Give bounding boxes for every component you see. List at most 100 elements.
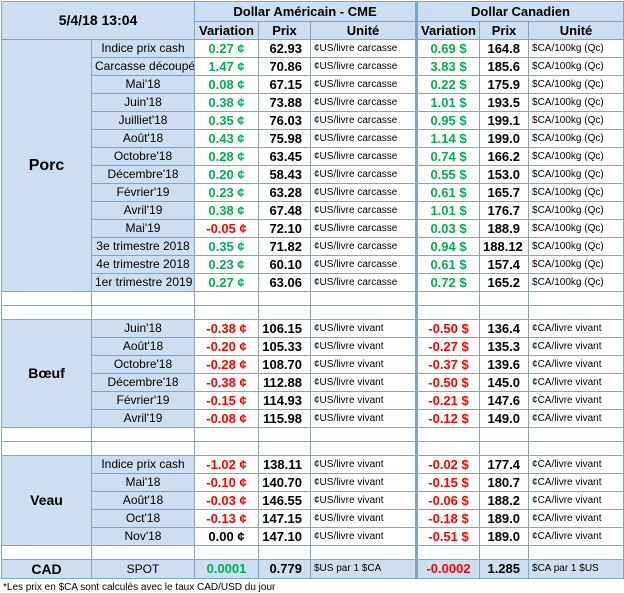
usd-unit: ¢US/livre carcasse: [309, 75, 419, 94]
cad-unit: ¢CA/livre vivant: [528, 337, 624, 356]
spacer-cell: [1, 291, 92, 306]
cad-unit: $CA/100kg (Qc): [528, 111, 624, 130]
spacer-cell: [258, 305, 311, 320]
cad-price: 185.6: [479, 57, 530, 76]
row-label: Octobre'18: [91, 355, 195, 374]
table-row: Bœuf Juin'18 -0.38 ¢ 106.15 ¢US/livre vivant…: [1, 319, 624, 428]
table-row: Février'19 0.23 ¢ 63.28 ¢US/livre carcasse 0…: [2, 183, 624, 202]
usd-price: 108.70: [258, 355, 311, 374]
usd-variation-header: Variation: [194, 21, 259, 40]
table-row: Carcasse découpée 1.47 ¢ 70.86 ¢US/livre ca…: [2, 57, 624, 76]
cad-price: 199.1: [479, 111, 530, 130]
spacer-cell: [258, 291, 311, 306]
row-label: Mai'18: [91, 473, 195, 492]
spacer-cell: [528, 545, 624, 560]
cad-unit: $CA/100kg (Qc): [528, 219, 624, 238]
usd-variation: 0.20 ¢: [194, 165, 259, 184]
row-label: Mai'18: [91, 75, 195, 94]
row-label: Juin'18: [91, 319, 195, 338]
spacer-cell: [258, 441, 311, 456]
cad-unit-header: Unité: [528, 21, 624, 40]
cad-variation: -0.50 $: [416, 373, 481, 392]
usd-variation: -0.38 ¢: [194, 319, 259, 338]
usd-unit: ¢US/livre vivant: [309, 455, 419, 474]
cad-variation: 0.03 $: [416, 219, 481, 238]
spacer-cell: [416, 441, 481, 456]
usd-variation: 0.00 ¢: [194, 527, 259, 546]
cad-unit: ¢CA/livre vivant: [528, 509, 624, 528]
table-row: Octobre'18 -0.28 ¢ 108.70 ¢US/livre vivant -…: [2, 355, 624, 374]
section-spacer: [1, 441, 624, 456]
usd-price: 147.10: [258, 527, 311, 546]
usd-price: 105.33: [258, 337, 311, 356]
row-label: Octobre'18: [91, 147, 195, 166]
spacer-cell: [258, 427, 311, 442]
usd-unit: ¢US/livre vivant: [309, 491, 419, 510]
cad-unit: ¢CA/livre vivant: [528, 527, 624, 546]
usd-unit: ¢US/livre vivant: [309, 355, 419, 374]
cad-price: 145.0: [479, 373, 530, 392]
cad-variation: -0.15 $: [416, 473, 481, 492]
row-label: Février'19: [91, 183, 195, 202]
cad-variation: -0.21 $: [416, 391, 481, 410]
usd-unit: ¢US/livre carcasse: [309, 93, 419, 112]
usd-variation: 0.35 ¢: [194, 111, 259, 130]
row-label: Juilliet'18: [91, 111, 195, 130]
spacer-cell: [194, 427, 259, 442]
spacer-cell: [416, 545, 481, 560]
usd-variation: -0.38 ¢: [194, 373, 259, 392]
table-row: Mai'18 -0.10 ¢ 140.70 ¢US/livre vivant -0.15…: [2, 473, 624, 492]
spacer-cell: [528, 441, 624, 456]
usd-price: 70.86: [258, 57, 311, 76]
usd-variation: 0.27 ¢: [194, 39, 259, 58]
cad-variation: -0.18 $: [416, 509, 481, 528]
usd-variation: 0.23 ¢: [194, 255, 259, 274]
usd-price: 147.15: [258, 509, 311, 528]
category-cad: CAD: [1, 559, 92, 579]
cad-unit: ¢CA/livre vivant: [528, 473, 624, 492]
spacer-cell: [309, 441, 419, 456]
usd-price: 0.779: [258, 559, 311, 579]
spacer-cell: [258, 545, 311, 560]
cad-unit: $CA/100kg (Qc): [528, 255, 624, 274]
table-row: Octobre'18 0.28 ¢ 63.45 ¢US/livre carcasse 0…: [2, 147, 624, 166]
row-label: 3e trimestre 2018: [91, 237, 195, 256]
cad-unit: ¢CA/livre vivant: [528, 355, 624, 374]
cad-variation: 0.72 $: [416, 273, 481, 292]
cad-variation: 0.61 $: [416, 255, 481, 274]
usd-variation: 0.43 ¢: [194, 129, 259, 148]
spacer-cell: [528, 427, 624, 442]
usd-unit-header: Unité: [309, 21, 419, 40]
spacer-cell: [479, 427, 530, 442]
usd-price: 60.10: [258, 255, 311, 274]
category-boeuf: Bœuf: [1, 319, 92, 428]
usd-unit: ¢US/livre carcasse: [309, 129, 419, 148]
spacer-cell: [91, 305, 195, 320]
spacer-cell: [194, 545, 259, 560]
cad-price: 189.0: [479, 509, 530, 528]
row-label: Août'18: [91, 129, 195, 148]
cad-price: 136.4: [479, 319, 530, 338]
usd-unit: ¢US/livre carcasse: [309, 165, 419, 184]
usd-unit: ¢US/livre carcasse: [309, 111, 419, 130]
spacer-cell: [309, 305, 419, 320]
spacer-cell: [91, 545, 195, 560]
usd-price: 67.15: [258, 75, 311, 94]
cad-variation: -0.0002: [416, 559, 481, 579]
cad-unit: ¢CA/livre vivant: [528, 373, 624, 392]
cad-price: 149.0: [479, 409, 530, 428]
spacer-cell: [479, 291, 530, 306]
usd-price: 63.06: [258, 273, 311, 292]
usd-price: 62.93: [258, 39, 311, 58]
spacer-cell: [416, 427, 481, 442]
cad-price: 139.6: [479, 355, 530, 374]
spacer-cell: [528, 291, 624, 306]
cad-unit: ¢CA/livre vivant: [528, 491, 624, 510]
cad-price: 188.2: [479, 491, 530, 510]
usd-price: 114.93: [258, 391, 311, 410]
usd-price: 146.55: [258, 491, 311, 510]
usd-price: 106.15: [258, 319, 311, 338]
table-row: 1er trimestre 2019 0.27 ¢ 63.06 ¢US/livre c…: [2, 273, 624, 292]
spacer-cell: [91, 291, 195, 306]
spacer-cell: [416, 291, 481, 306]
